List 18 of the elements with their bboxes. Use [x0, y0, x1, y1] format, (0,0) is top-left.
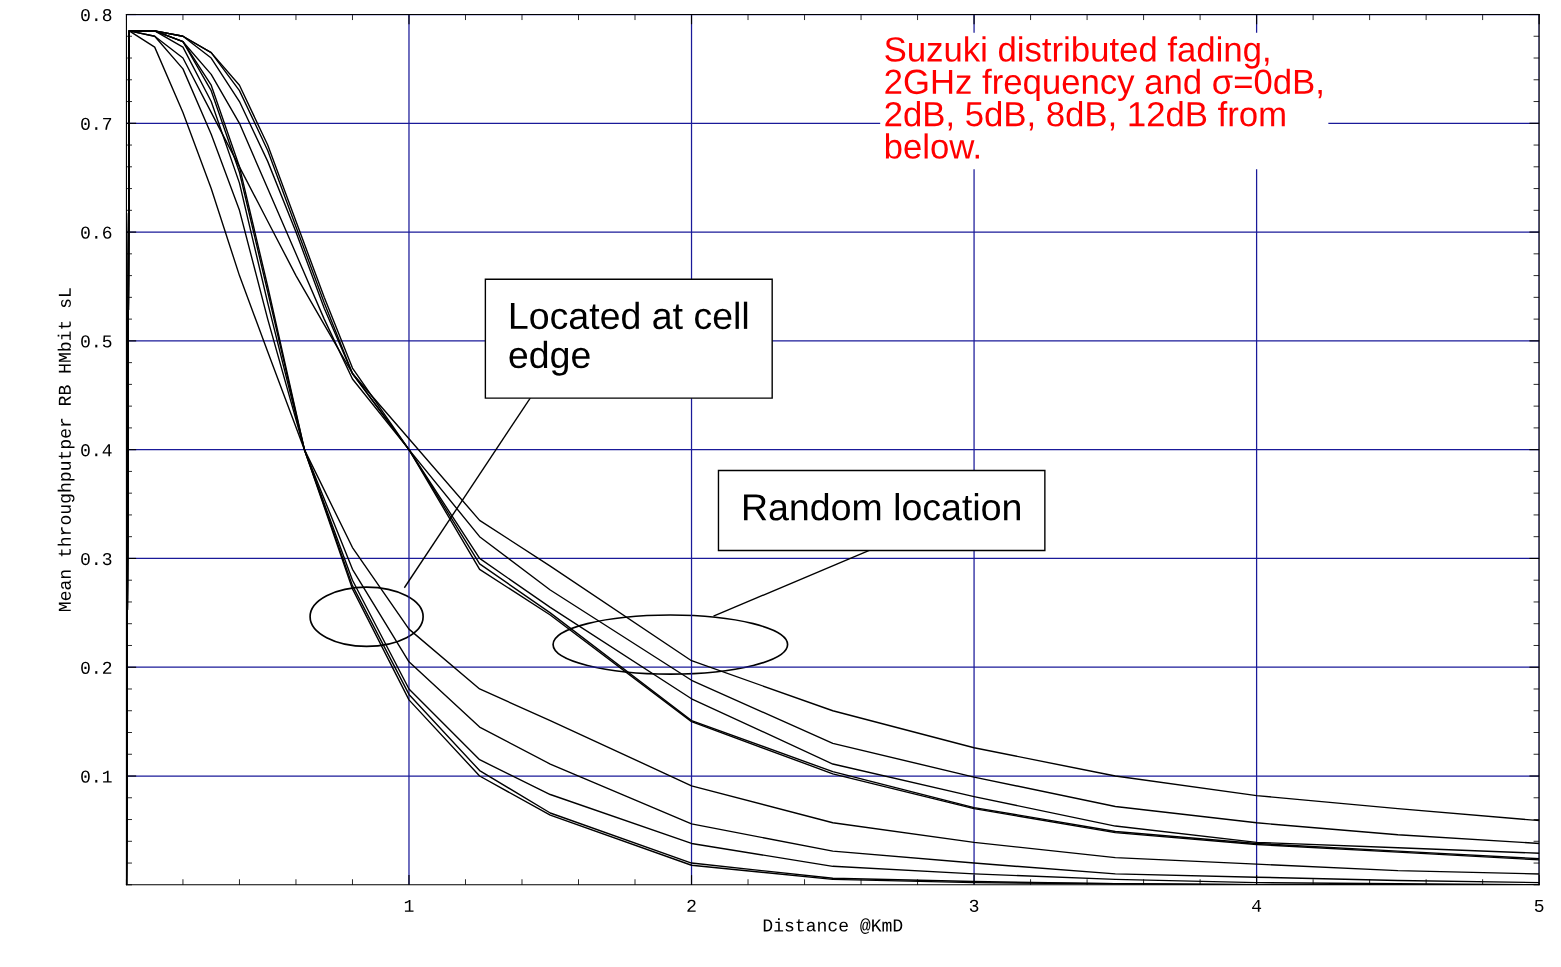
y-axis-title: Mean throughputper RB HMbit sL: [57, 288, 75, 612]
x-tick-label: 2: [687, 899, 696, 912]
x-tick-label: 5: [1534, 899, 1544, 912]
y-tick-label: 0.6: [81, 226, 112, 239]
x-tick-label: 3: [969, 899, 979, 912]
y-tick-label: 0.7: [81, 117, 112, 131]
x-axis-title: Distance @KmD: [763, 918, 903, 934]
y-tick-label: 0.4: [81, 444, 112, 457]
y-tick-label: 0.8: [81, 8, 112, 22]
y-tick-label: 0.3: [81, 552, 112, 566]
y-tick-label: 0.2: [81, 661, 112, 674]
annotation: Located at cell edge: [509, 301, 748, 376]
y-tick-label: 0.1: [81, 770, 112, 783]
annotation: Random location: [744, 493, 1020, 521]
annotation: Suzuki distributed fading, 2GHz frequency and σ=0dB, 2dB, 5dB, 8dB, 12dB from below.: [885, 36, 1322, 159]
y-tick-label: 0.5: [81, 335, 112, 348]
x-tick-label: 1: [404, 899, 414, 912]
x-tick-label: 4: [1252, 899, 1262, 912]
